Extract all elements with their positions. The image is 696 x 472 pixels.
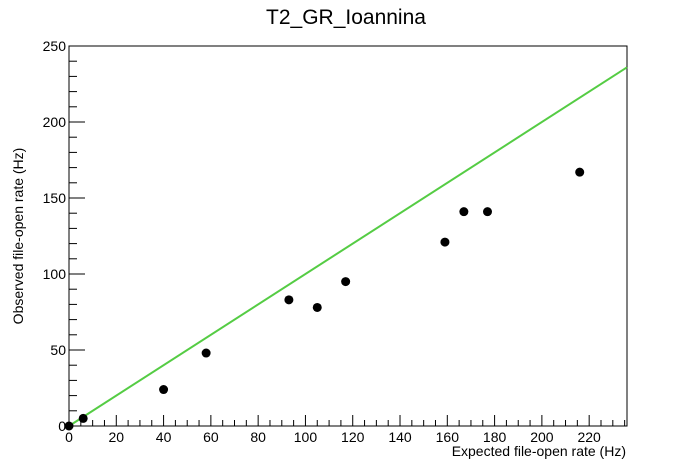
chart-title: T2_GR_Ioannina: [266, 6, 426, 29]
data-point: [201, 348, 211, 358]
data-point: [159, 385, 169, 395]
data-point: [341, 277, 351, 287]
y-tick-label: 0: [58, 418, 66, 434]
reference-line: [68, 66, 628, 427]
x-tick-label: 160: [436, 429, 460, 445]
y-axis: 0 50 100 150 200 250: [43, 38, 85, 434]
x-tick-label: 80: [250, 429, 266, 445]
y-tick-label: 200: [43, 114, 67, 130]
y-axis-label: Observed file-open rate (Hz): [10, 148, 26, 325]
data-point: [78, 413, 88, 423]
x-tick-label: 60: [203, 429, 219, 445]
data-points: [64, 167, 585, 431]
x-tick-label: 0: [65, 429, 73, 445]
data-point: [312, 302, 322, 312]
x-tick-label: 180: [483, 429, 507, 445]
x-tick-label: 220: [577, 429, 601, 445]
data-point: [459, 207, 469, 217]
x-axis-label: Expected file-open rate (Hz): [452, 443, 626, 459]
data-point: [575, 167, 585, 177]
x-tick-label: 140: [388, 429, 412, 445]
y-tick-label: 100: [43, 266, 67, 282]
y-tick-label: 50: [50, 342, 66, 358]
data-point: [64, 421, 74, 431]
data-point: [440, 237, 450, 247]
x-axis: 0 20 40 60 80 100 120 140 160 180 200 220: [65, 415, 626, 445]
reference-line-group: [68, 66, 628, 427]
x-tick-label: 20: [108, 429, 124, 445]
data-point: [483, 207, 492, 217]
x-tick-label: 120: [341, 429, 365, 445]
x-tick-label: 200: [530, 429, 554, 445]
x-tick-label: 40: [156, 429, 172, 445]
y-tick-label: 150: [43, 190, 67, 206]
plot-frame: [68, 45, 628, 427]
data-point: [284, 295, 294, 305]
y-tick-label: 250: [43, 38, 67, 54]
x-tick-label: 100: [294, 429, 318, 445]
